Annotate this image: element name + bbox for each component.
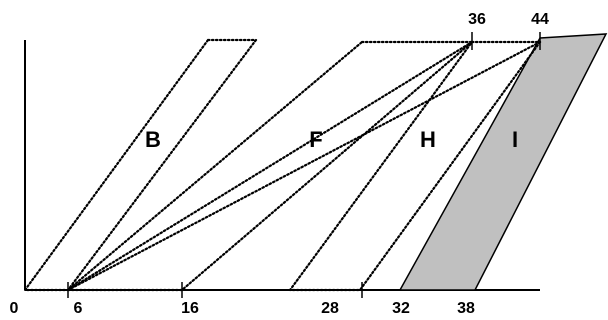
- dotted-line-36-to-6: [66, 40, 474, 292]
- region-h-shape: [288, 40, 542, 292]
- region-h-label: H: [420, 127, 436, 152]
- bottom-label-38: 38: [457, 300, 475, 317]
- bottom-label-32: 32: [392, 300, 410, 317]
- bottom-label-6: 6: [74, 300, 83, 317]
- bottom-label-16: 16: [181, 300, 199, 317]
- region-b-label: B: [145, 127, 161, 152]
- region-i-shape: [398, 33, 608, 291]
- top-label-44: 44: [531, 11, 549, 28]
- dotted-line-44-to-6: [66, 40, 542, 292]
- region-f-label: F: [309, 127, 322, 152]
- region-i-label: I: [512, 127, 518, 152]
- bottom-label-28: 28: [321, 300, 339, 317]
- bottom-label-0: 0: [10, 300, 19, 317]
- top-label-36: 36: [468, 11, 486, 28]
